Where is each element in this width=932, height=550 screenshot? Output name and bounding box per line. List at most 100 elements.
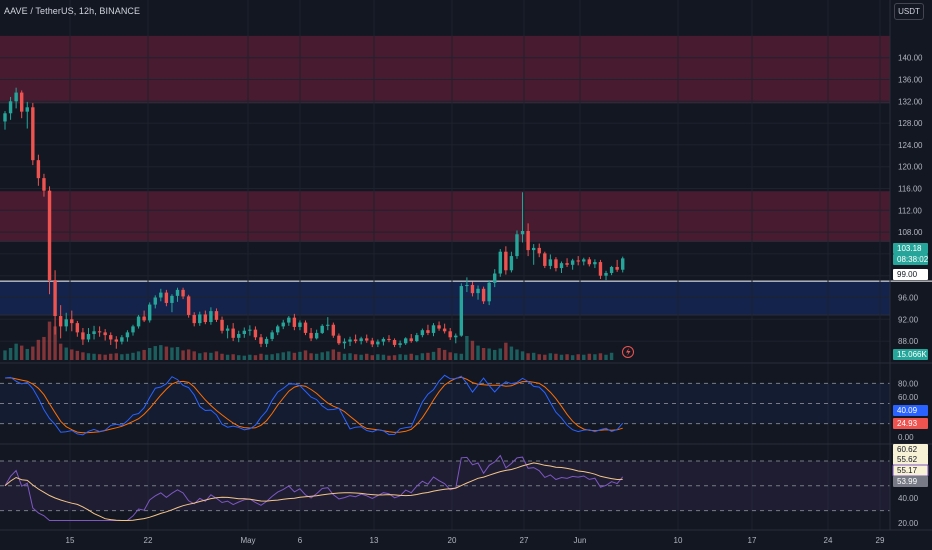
supply-zone (0, 35, 890, 103)
candle-body (259, 337, 263, 344)
time-tick-label: May (240, 536, 255, 545)
candle-body (392, 340, 397, 345)
volume-bar (264, 354, 269, 360)
candle-body (303, 322, 308, 333)
supply-zone (0, 191, 890, 242)
volume-bar (531, 352, 536, 360)
candle-body (231, 328, 235, 338)
candle-body (70, 319, 74, 324)
volume-bar (42, 336, 46, 360)
stoch-k-line (4, 374, 624, 436)
volume-bar (426, 352, 430, 360)
candle-body (415, 335, 419, 342)
volume-bar (348, 353, 352, 360)
volume-bar (376, 354, 380, 360)
volume-bar (64, 347, 68, 360)
candle-body (159, 292, 163, 298)
stoch-k-badge-text: 40.09 (897, 406, 918, 415)
volume-bar (109, 353, 113, 360)
volume-bar (242, 355, 246, 360)
volume-bar (225, 354, 230, 360)
price-tick-label: 88.00 (898, 337, 919, 346)
last-price-badge-bg (893, 243, 928, 254)
volume-bar (298, 351, 302, 360)
volume-bar (381, 354, 386, 360)
rsi-ma-line (4, 462, 623, 521)
candle-body (103, 332, 107, 336)
volume-bar (359, 354, 363, 360)
volume-bar (326, 351, 330, 360)
candle-body (353, 339, 358, 342)
volume-bar (431, 351, 436, 360)
volume-bar (415, 355, 419, 360)
lightning-glyph (626, 348, 631, 356)
volume-bar (175, 347, 180, 360)
candle-body (376, 341, 380, 345)
candle-body (359, 338, 363, 342)
price-tick-label: 132.00 (898, 97, 923, 106)
volume-bar (14, 343, 18, 360)
currency-button[interactable]: USDT (894, 3, 924, 20)
price-tick-label: 124.00 (898, 141, 923, 150)
candle-body (292, 317, 297, 327)
volume-bar (448, 352, 452, 360)
stoch-band-fill (0, 383, 890, 424)
candle-body (598, 262, 603, 276)
candle-body (431, 325, 436, 333)
candle-body (593, 262, 597, 265)
candle-body (370, 340, 374, 345)
candle-body (136, 316, 141, 327)
volume-bar (270, 354, 274, 360)
volume-bar (481, 348, 486, 360)
time-tick-label: 13 (370, 536, 379, 545)
candle-body (615, 266, 619, 270)
volume-bar (353, 354, 358, 360)
candle-body (381, 338, 386, 342)
volume-bar (19, 345, 24, 360)
candle-body (8, 101, 13, 114)
volume-bar (203, 352, 208, 360)
candle-body (487, 282, 491, 302)
volume-bar (231, 354, 235, 360)
volume-bar (53, 326, 57, 360)
candle-body (25, 107, 29, 112)
candle-body (114, 339, 118, 342)
candle-body (42, 178, 46, 191)
volume-bar (543, 354, 547, 360)
stoch-k-badge: 40.09 (893, 405, 928, 416)
candle-body (420, 330, 425, 336)
candle-body (470, 284, 475, 294)
countdown-badge-text: 08:38:02 (897, 255, 929, 264)
candle-body (509, 256, 514, 271)
candle-body (504, 251, 508, 271)
volume-bar (520, 351, 525, 360)
candle-body (142, 316, 146, 321)
price-tick-label: 92.00 (898, 315, 919, 324)
candle-body (298, 322, 302, 327)
candle-body (248, 329, 252, 331)
candle-body (58, 316, 63, 327)
volume-bar (409, 353, 413, 360)
price-tick-label: 128.00 (898, 119, 923, 128)
volume-bar (337, 351, 341, 360)
zone-layer (0, 35, 932, 316)
volume-bar (493, 349, 497, 360)
candle-body (515, 234, 519, 257)
stoch-d-badge-bg (893, 418, 928, 429)
volume-bar (609, 352, 614, 360)
volume-bar (131, 352, 135, 360)
volume-bar (3, 350, 7, 360)
volume-bar (314, 353, 319, 360)
candle-body (225, 328, 230, 331)
rsi-badge-3-text: 55.17 (897, 466, 918, 475)
candle-body (570, 260, 575, 265)
lightning-icon (622, 346, 634, 358)
candle-body (109, 335, 113, 340)
volume-bar (220, 353, 224, 360)
price-tick-label: 112.00 (898, 206, 922, 215)
volume-bar (309, 353, 313, 360)
volume-bar (36, 339, 41, 360)
volume-bar (554, 353, 558, 360)
candle-body (186, 296, 191, 315)
